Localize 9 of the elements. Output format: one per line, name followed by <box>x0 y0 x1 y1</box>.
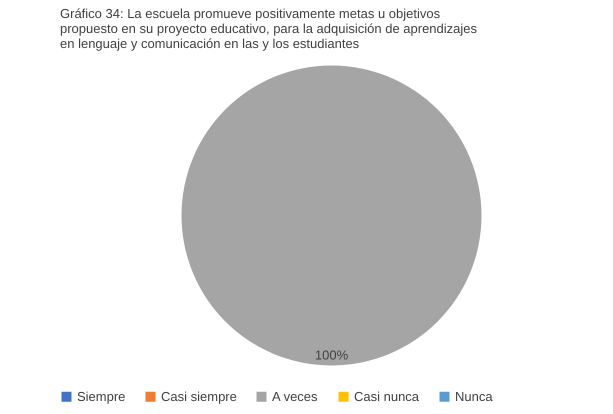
text: Gráfico 34: La escuela promueve positivamente metas u objetivos <box>60 6 440 21</box>
legend-label: Siempre <box>77 388 126 404</box>
text: propuesto en su proyecto educativo, para la adquisición de aprendizajes <box>60 21 477 36</box>
legend-label: Casi siempre <box>161 388 237 404</box>
text: en lenguaje y comunicación en las y los estudiantes <box>60 36 360 51</box>
legend-label: Casi nunca <box>354 388 420 404</box>
legend-label: Nunca <box>455 388 494 404</box>
legend-label: A veces <box>272 388 318 404</box>
data-label: 100% <box>314 348 349 362</box>
